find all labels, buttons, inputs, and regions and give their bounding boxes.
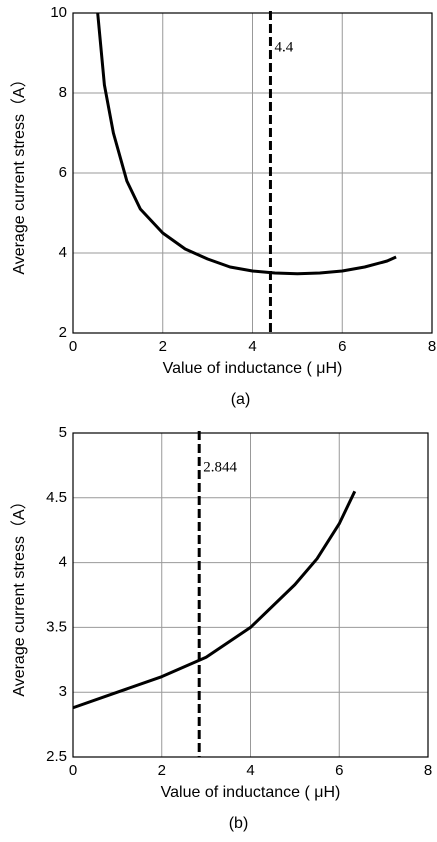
x-tick-label: 2 [158, 762, 166, 779]
x-axis-label: Value of inductance ( μH) [163, 360, 343, 377]
y-tick-label: 3 [59, 683, 67, 700]
y-tick-label: 10 [50, 4, 67, 21]
caption: (a) [231, 391, 251, 408]
reference-label: 4.4 [274, 39, 293, 55]
x-tick-label: 4 [246, 762, 254, 779]
y-tick-label: 3.5 [46, 618, 67, 635]
y-tick-label: 2.5 [46, 748, 67, 765]
y-axis-label: Average current stress（A） [10, 493, 28, 696]
x-tick-label: 6 [338, 338, 346, 355]
x-tick-label: 0 [69, 338, 77, 355]
x-axis-label: Value of inductance ( μH) [161, 784, 341, 801]
plot-frame [72, 432, 429, 758]
y-tick-label: 8 [59, 84, 67, 101]
x-tick-label: 8 [428, 338, 436, 355]
x-tick-label: 4 [248, 338, 256, 355]
line-series [72, 490, 357, 710]
y-tick-label: 2 [59, 324, 67, 341]
y-tick-label: 5 [59, 424, 67, 441]
x-tick-label: 2 [159, 338, 167, 355]
y-tick-label: 4 [59, 554, 67, 571]
x-tick-label: 6 [335, 762, 343, 779]
y-tick-label: 4.5 [46, 489, 67, 506]
y-axis-label: Average current stress（A） [10, 71, 28, 274]
y-tick-label: 6 [59, 164, 67, 181]
y-tick-label: 4 [59, 244, 67, 261]
line-series [96, 12, 397, 276]
x-tick-label: 8 [424, 762, 432, 779]
x-tick-label: 0 [69, 762, 77, 779]
reference-label: 2.844 [203, 459, 237, 475]
plot-frame [72, 12, 433, 334]
caption: (b) [229, 815, 249, 832]
